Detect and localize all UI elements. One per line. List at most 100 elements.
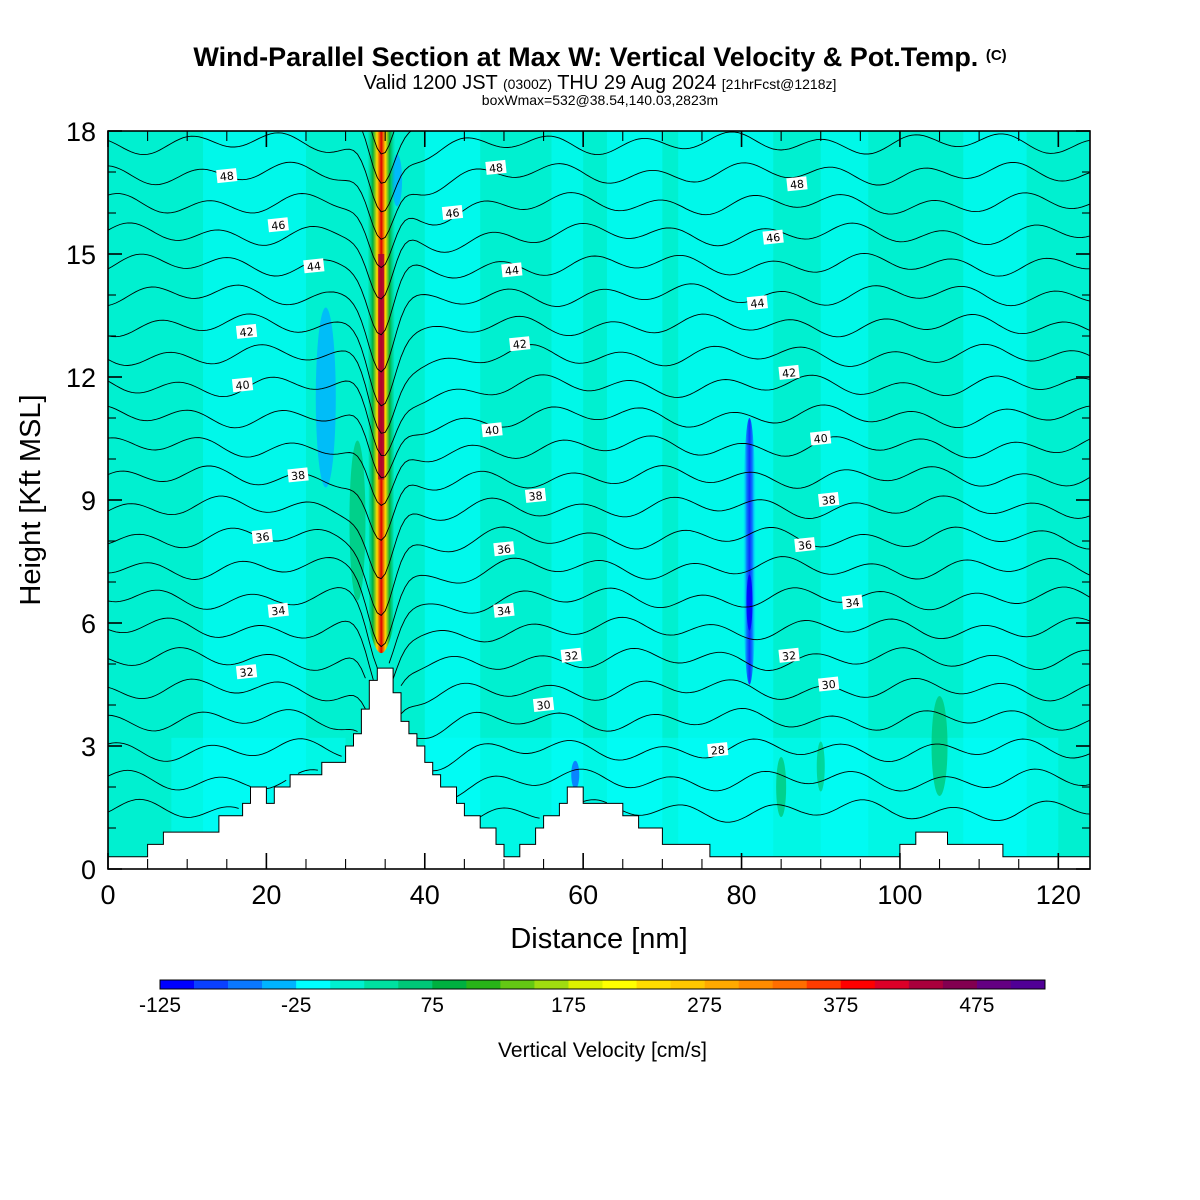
contour-label-text: 48 [488, 161, 503, 175]
theta-contour [108, 556, 1090, 648]
colorbar-tick-label: 175 [551, 994, 586, 1017]
theta-contour [108, 465, 1090, 541]
contour-label: 28 [707, 742, 729, 758]
contour-labels: 48 48 48 46 46 46 44 44 44 42 42 42 40 40 40 38 38 38 36 36… [216, 159, 863, 758]
theta-contour [108, 435, 1090, 506]
contour-label-box [231, 377, 254, 393]
theta-contour [108, 283, 1090, 373]
contour-label: 38 [818, 491, 840, 508]
contour-label: 42 [509, 336, 531, 352]
colorbar-swatch [942, 980, 978, 989]
contour-label-text: 30 [536, 698, 551, 712]
contour-label-box [509, 336, 531, 352]
contour-label-text: 36 [496, 543, 511, 557]
contour-label: 40 [231, 377, 254, 393]
contour-label-text: 40 [813, 432, 828, 446]
contour-label: 46 [267, 217, 289, 233]
downdraft-core [742, 418, 757, 685]
contour-label-text: 32 [564, 649, 579, 663]
contour-label-box [524, 487, 547, 503]
contour-label-box [794, 537, 816, 553]
contour-label: 44 [501, 262, 523, 278]
colorbar-swatch [840, 980, 876, 989]
contour-label-box [493, 541, 515, 557]
copyright-mark: (C) [985, 47, 1007, 64]
contour-label-box [303, 258, 325, 274]
downdraft-peak [746, 574, 753, 631]
colorbar-swatch [772, 980, 808, 989]
y-tick-label: 12 [66, 363, 96, 393]
colorbar-swatch [262, 980, 297, 989]
contour-label-text: 32 [239, 666, 254, 680]
y-axis-label: Height [Kft MSL] [15, 394, 47, 605]
contour-label-text: 36 [255, 530, 270, 544]
weak-updraft [776, 757, 787, 817]
contour-label-box [287, 467, 309, 483]
theta-contour [108, 738, 1090, 772]
chart-title: Wind-Parallel Section at Max W: Vertical… [0, 42, 1200, 73]
contour-label: 44 [746, 295, 768, 311]
colorbar-label: Vertical Velocity [cm/s] [498, 1039, 707, 1062]
contour-label: 48 [216, 168, 238, 184]
contour-label-box [251, 528, 273, 544]
theta-contour [108, 41, 1090, 126]
contour-label-box [481, 422, 503, 438]
theta-contour [108, 495, 1090, 580]
colorbar-swatch [636, 980, 671, 989]
x-tick-label: 80 [727, 880, 757, 910]
colorbar-swatch [500, 980, 535, 989]
contour-label: 40 [481, 422, 503, 438]
contour-label-text: 42 [239, 325, 254, 339]
theta-contour [108, 616, 1090, 681]
colorbar-swatch [568, 980, 603, 989]
contour-label-text: 38 [528, 489, 543, 503]
contour-label-box [778, 647, 800, 663]
x-tick-label: 0 [100, 880, 115, 910]
x-tick-label: 60 [568, 880, 598, 910]
colorbar-tick-label: -25 [281, 994, 311, 1017]
contour-label-text: 34 [845, 596, 860, 610]
contour-label-text: 46 [445, 206, 460, 220]
colorbar-swatch [806, 980, 842, 989]
theta-contour [108, 768, 1090, 798]
y-tick-label: 9 [81, 486, 96, 516]
updraft-peak [378, 254, 385, 480]
contour-label-box [501, 262, 523, 278]
contour-label-text: 42 [512, 338, 527, 352]
contour-label-text: 28 [710, 743, 725, 757]
contour-label-box [818, 676, 840, 692]
contour-label: 40 [810, 430, 832, 446]
contour-label: 36 [493, 541, 515, 557]
theta-contour [108, 11, 1090, 98]
terrain-layer [107, 667, 1091, 870]
theta-contour [108, 404, 1090, 479]
colorbar-swatch [534, 980, 569, 989]
colorbar-tick-label: 275 [687, 994, 722, 1017]
contour-label-text: 38 [821, 493, 836, 507]
box-info: boxWmax=532@38.54,140.03,2823m [481, 92, 719, 108]
contour-label-text: 48 [789, 178, 804, 192]
colorbar-tick-label: 475 [959, 994, 994, 1017]
contour-label-box [778, 364, 800, 380]
contour-label-box [267, 602, 289, 618]
contour-label-text: 40 [235, 379, 250, 393]
contour-label-box [707, 742, 729, 758]
contour-label-box [560, 647, 582, 663]
y-tick-label: 6 [81, 609, 96, 639]
contour-label: 38 [287, 467, 309, 483]
contour-label: 44 [303, 258, 325, 274]
colorbar-tick-label: 375 [823, 994, 858, 1017]
colorbar-tick-label: 75 [421, 994, 444, 1017]
colorbar-swatch [908, 980, 944, 989]
contour-label: 34 [267, 602, 289, 618]
contour-label: 46 [441, 204, 464, 221]
y-tick-label: 3 [81, 732, 96, 762]
contour-label-box [818, 491, 840, 508]
colorbar-swatch [296, 980, 331, 989]
colorbar-swatch [194, 980, 229, 989]
downdraft-west [315, 307, 336, 488]
weak-downdraft-band [963, 131, 1027, 869]
colorbar-swatch [738, 980, 773, 989]
valid-prefix: Valid 1200 JST [363, 72, 498, 94]
